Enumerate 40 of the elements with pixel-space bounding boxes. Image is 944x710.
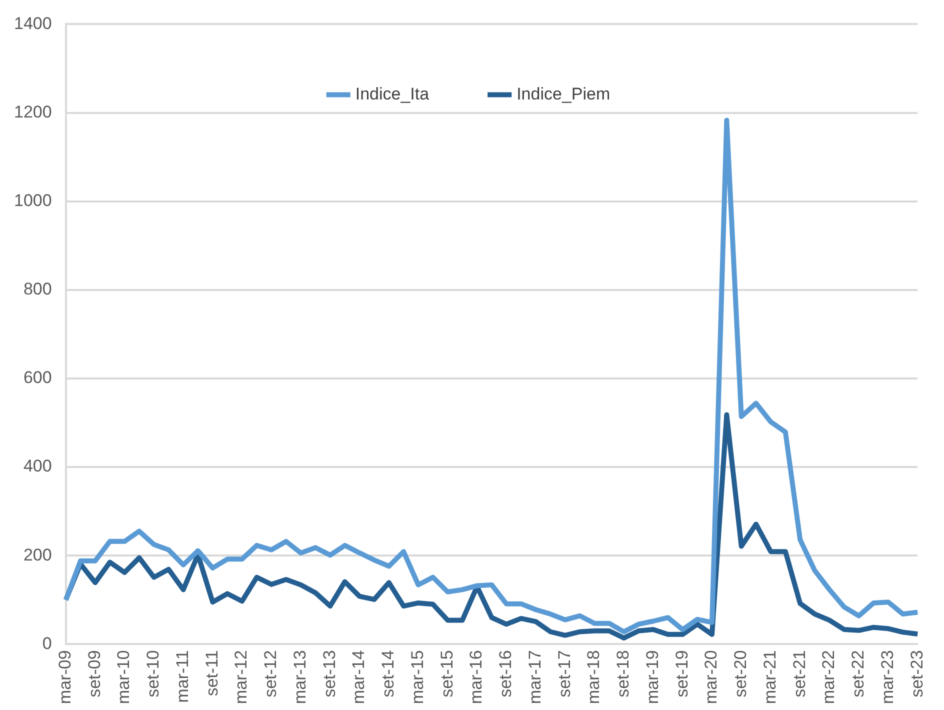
legend-label: Indice_Ita (355, 84, 430, 104)
x-tick-label: set-21 (790, 650, 809, 698)
x-tick-label: set-18 (614, 650, 633, 698)
x-tick-label: set-11 (202, 650, 222, 696)
x-tick-label: set-12 (261, 650, 280, 698)
x-tick-label: set-09 (84, 650, 104, 698)
x-tick-label: set-10 (144, 650, 163, 698)
x-tick-label: mar-14 (349, 650, 368, 704)
y-tick-label: 200 (23, 545, 52, 564)
y-tick-label: 1400 (14, 14, 52, 33)
x-tick-label: mar-18 (584, 650, 604, 704)
y-tick-label: 400 (23, 456, 52, 476)
x-tick-label: mar-10 (114, 650, 134, 704)
x-tick-label: mar-19 (642, 650, 662, 704)
x-tick-label: mar-16 (466, 650, 486, 704)
x-tick-label: set-15 (437, 650, 456, 698)
x-tick-label: set-13 (320, 650, 339, 698)
y-tick-label: 0 (42, 634, 52, 653)
x-tick-label: mar-09 (56, 650, 75, 704)
x-tick-label: mar-12 (232, 650, 251, 704)
x-tick-label: mar-17 (525, 650, 544, 704)
x-tick-label: set-16 (496, 650, 516, 698)
x-tick-label: mar-15 (408, 650, 427, 704)
legend-label: Indice_Piem (516, 84, 610, 104)
y-tick-label: 800 (23, 280, 52, 299)
x-tick-label: set-20 (731, 650, 750, 698)
y-tick-label: 600 (23, 368, 52, 388)
x-tick-label: set-23 (907, 650, 926, 698)
x-tick-label: set-17 (554, 650, 574, 698)
x-tick-label: mar-20 (702, 650, 721, 704)
x-tick-label: set-19 (672, 650, 692, 698)
y-tick-label: 1200 (14, 102, 52, 122)
y-tick-label: 1000 (14, 191, 52, 210)
x-tick-label: mar-13 (290, 650, 310, 704)
x-tick-label: set-14 (378, 650, 398, 698)
x-tick-label: set-22 (848, 650, 868, 698)
x-tick-label: mar-11 (172, 650, 192, 703)
x-tick-label: mar-22 (819, 650, 838, 704)
x-tick-label: mar-23 (878, 650, 897, 704)
x-tick-label: mar-21 (760, 650, 780, 704)
